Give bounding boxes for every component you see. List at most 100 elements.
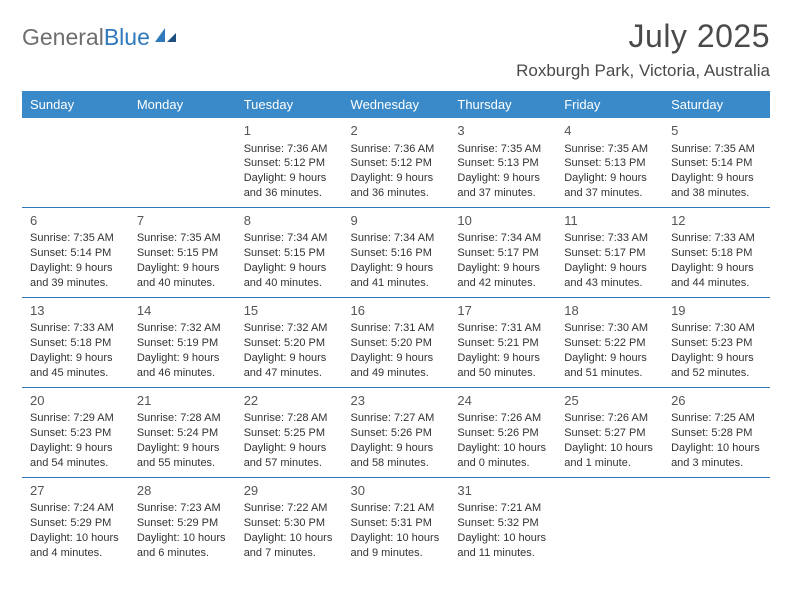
day-number: 7 [137, 212, 232, 230]
calendar-day-cell: 29Sunrise: 7:22 AMSunset: 5:30 PMDayligh… [236, 477, 343, 566]
calendar-day-cell: 18Sunrise: 7:30 AMSunset: 5:22 PMDayligh… [556, 297, 663, 387]
daylight-line: Daylight: 10 hours and 11 minutes. [457, 531, 552, 561]
day-number: 21 [137, 392, 232, 410]
sunrise-line: Sunrise: 7:33 AM [671, 231, 766, 246]
sunrise-line: Sunrise: 7:36 AM [351, 142, 446, 157]
day-number: 10 [457, 212, 552, 230]
calendar-day-cell: 11Sunrise: 7:33 AMSunset: 5:17 PMDayligh… [556, 207, 663, 297]
sunrise-line: Sunrise: 7:28 AM [137, 411, 232, 426]
calendar-day-cell: 22Sunrise: 7:28 AMSunset: 5:25 PMDayligh… [236, 387, 343, 477]
sunset-line: Sunset: 5:21 PM [457, 336, 552, 351]
calendar-week-row: 1Sunrise: 7:36 AMSunset: 5:12 PMDaylight… [22, 118, 770, 207]
day-number: 3 [457, 122, 552, 140]
sunset-line: Sunset: 5:12 PM [351, 156, 446, 171]
sunset-line: Sunset: 5:32 PM [457, 516, 552, 531]
sunset-line: Sunset: 5:24 PM [137, 426, 232, 441]
sunrise-line: Sunrise: 7:30 AM [671, 321, 766, 336]
day-number: 23 [351, 392, 446, 410]
day-number: 16 [351, 302, 446, 320]
daylight-line: Daylight: 10 hours and 3 minutes. [671, 441, 766, 471]
col-monday: Monday [129, 91, 236, 118]
day-number: 29 [244, 482, 339, 500]
sunset-line: Sunset: 5:15 PM [244, 246, 339, 261]
sunrise-line: Sunrise: 7:23 AM [137, 501, 232, 516]
calendar-day-cell: 24Sunrise: 7:26 AMSunset: 5:26 PMDayligh… [449, 387, 556, 477]
sunset-line: Sunset: 5:17 PM [564, 246, 659, 261]
daylight-line: Daylight: 9 hours and 36 minutes. [244, 171, 339, 201]
daylight-line: Daylight: 9 hours and 37 minutes. [564, 171, 659, 201]
sunset-line: Sunset: 5:17 PM [457, 246, 552, 261]
sunset-line: Sunset: 5:25 PM [244, 426, 339, 441]
sunrise-line: Sunrise: 7:27 AM [351, 411, 446, 426]
daylight-line: Daylight: 10 hours and 7 minutes. [244, 531, 339, 561]
calendar-day-cell [129, 118, 236, 207]
day-number: 24 [457, 392, 552, 410]
sunset-line: Sunset: 5:12 PM [244, 156, 339, 171]
calendar-day-cell: 3Sunrise: 7:35 AMSunset: 5:13 PMDaylight… [449, 118, 556, 207]
daylight-line: Daylight: 10 hours and 6 minutes. [137, 531, 232, 561]
calendar-week-row: 13Sunrise: 7:33 AMSunset: 5:18 PMDayligh… [22, 297, 770, 387]
sunset-line: Sunset: 5:20 PM [244, 336, 339, 351]
calendar-day-cell: 10Sunrise: 7:34 AMSunset: 5:17 PMDayligh… [449, 207, 556, 297]
sunset-line: Sunset: 5:14 PM [671, 156, 766, 171]
day-number: 17 [457, 302, 552, 320]
calendar-day-cell: 4Sunrise: 7:35 AMSunset: 5:13 PMDaylight… [556, 118, 663, 207]
sunrise-line: Sunrise: 7:30 AM [564, 321, 659, 336]
daylight-line: Daylight: 9 hours and 46 minutes. [137, 351, 232, 381]
calendar-day-cell: 25Sunrise: 7:26 AMSunset: 5:27 PMDayligh… [556, 387, 663, 477]
sunset-line: Sunset: 5:23 PM [671, 336, 766, 351]
sunrise-line: Sunrise: 7:34 AM [351, 231, 446, 246]
calendar-day-cell: 19Sunrise: 7:30 AMSunset: 5:23 PMDayligh… [663, 297, 770, 387]
day-number: 11 [564, 212, 659, 230]
daylight-line: Daylight: 9 hours and 45 minutes. [30, 351, 125, 381]
sunrise-line: Sunrise: 7:34 AM [244, 231, 339, 246]
calendar-day-cell: 21Sunrise: 7:28 AMSunset: 5:24 PMDayligh… [129, 387, 236, 477]
daylight-line: Daylight: 9 hours and 49 minutes. [351, 351, 446, 381]
daylight-line: Daylight: 9 hours and 42 minutes. [457, 261, 552, 291]
calendar-day-cell: 2Sunrise: 7:36 AMSunset: 5:12 PMDaylight… [343, 118, 450, 207]
daylight-line: Daylight: 10 hours and 9 minutes. [351, 531, 446, 561]
col-sunday: Sunday [22, 91, 129, 118]
calendar-day-cell: 20Sunrise: 7:29 AMSunset: 5:23 PMDayligh… [22, 387, 129, 477]
sunrise-line: Sunrise: 7:31 AM [457, 321, 552, 336]
day-number: 13 [30, 302, 125, 320]
day-number: 31 [457, 482, 552, 500]
location-subtitle: Roxburgh Park, Victoria, Australia [516, 61, 770, 81]
sunrise-line: Sunrise: 7:21 AM [457, 501, 552, 516]
daylight-line: Daylight: 9 hours and 57 minutes. [244, 441, 339, 471]
calendar-day-cell: 5Sunrise: 7:35 AMSunset: 5:14 PMDaylight… [663, 118, 770, 207]
daylight-line: Daylight: 9 hours and 38 minutes. [671, 171, 766, 201]
calendar-header-row: Sunday Monday Tuesday Wednesday Thursday… [22, 91, 770, 118]
calendar-day-cell: 31Sunrise: 7:21 AMSunset: 5:32 PMDayligh… [449, 477, 556, 566]
sunset-line: Sunset: 5:18 PM [671, 246, 766, 261]
calendar-day-cell: 6Sunrise: 7:35 AMSunset: 5:14 PMDaylight… [22, 207, 129, 297]
sunrise-line: Sunrise: 7:28 AM [244, 411, 339, 426]
daylight-line: Daylight: 9 hours and 54 minutes. [30, 441, 125, 471]
sunrise-line: Sunrise: 7:29 AM [30, 411, 125, 426]
col-thursday: Thursday [449, 91, 556, 118]
sunset-line: Sunset: 5:20 PM [351, 336, 446, 351]
calendar-day-cell: 30Sunrise: 7:21 AMSunset: 5:31 PMDayligh… [343, 477, 450, 566]
daylight-line: Daylight: 9 hours and 39 minutes. [30, 261, 125, 291]
sunrise-line: Sunrise: 7:33 AM [30, 321, 125, 336]
daylight-line: Daylight: 10 hours and 0 minutes. [457, 441, 552, 471]
calendar-day-cell: 26Sunrise: 7:25 AMSunset: 5:28 PMDayligh… [663, 387, 770, 477]
calendar-day-cell: 9Sunrise: 7:34 AMSunset: 5:16 PMDaylight… [343, 207, 450, 297]
day-number: 9 [351, 212, 446, 230]
day-number: 25 [564, 392, 659, 410]
calendar-week-row: 27Sunrise: 7:24 AMSunset: 5:29 PMDayligh… [22, 477, 770, 566]
calendar-day-cell: 1Sunrise: 7:36 AMSunset: 5:12 PMDaylight… [236, 118, 343, 207]
sunrise-line: Sunrise: 7:35 AM [137, 231, 232, 246]
sunset-line: Sunset: 5:13 PM [457, 156, 552, 171]
daylight-line: Daylight: 9 hours and 52 minutes. [671, 351, 766, 381]
calendar-day-cell: 27Sunrise: 7:24 AMSunset: 5:29 PMDayligh… [22, 477, 129, 566]
sunset-line: Sunset: 5:13 PM [564, 156, 659, 171]
day-number: 20 [30, 392, 125, 410]
brand-sail-icon [154, 27, 178, 45]
calendar-day-cell: 8Sunrise: 7:34 AMSunset: 5:15 PMDaylight… [236, 207, 343, 297]
sunrise-line: Sunrise: 7:21 AM [351, 501, 446, 516]
day-number: 19 [671, 302, 766, 320]
sunset-line: Sunset: 5:29 PM [30, 516, 125, 531]
sunset-line: Sunset: 5:16 PM [351, 246, 446, 261]
sunrise-line: Sunrise: 7:35 AM [671, 142, 766, 157]
